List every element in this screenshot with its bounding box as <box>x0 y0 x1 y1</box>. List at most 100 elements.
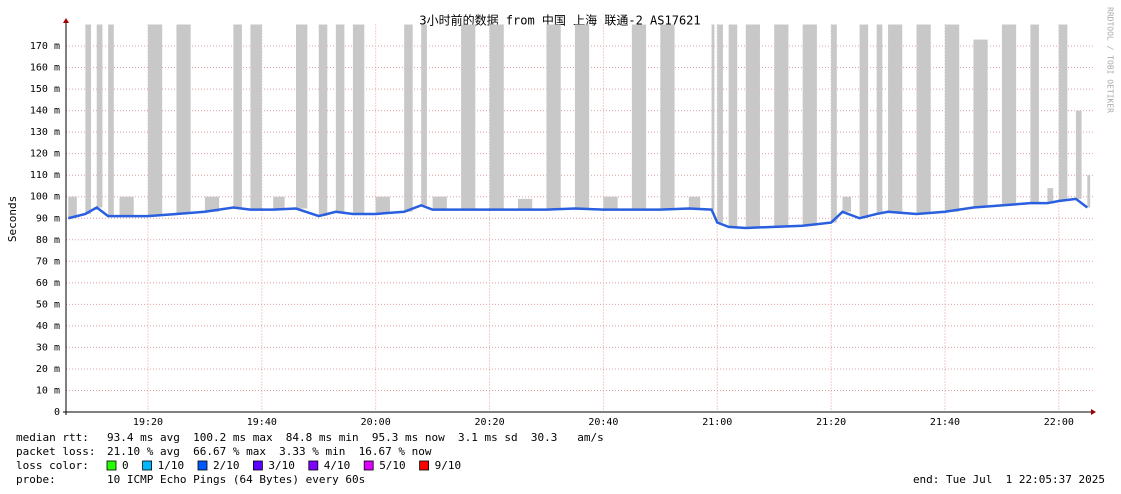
y-tick-label: 10 m <box>36 385 60 396</box>
smoke-bar <box>603 196 618 210</box>
smoke-bar <box>876 24 883 214</box>
smoke-bar <box>1058 24 1068 202</box>
smoke-bar <box>250 24 262 210</box>
smoke-bar <box>688 196 701 209</box>
y-tick-label: 160 m <box>30 63 60 74</box>
smoke-bar <box>973 39 988 208</box>
smoke-bar <box>774 24 789 227</box>
smoke-bar <box>717 24 723 223</box>
smoke-bar <box>432 196 447 210</box>
y-tick-label: 110 m <box>30 170 60 181</box>
smoke-bar <box>204 196 220 212</box>
x-tick-label: 21:40 <box>930 417 960 428</box>
x-tick-label: 20:40 <box>588 417 618 428</box>
smoke-bar <box>375 196 390 214</box>
smoke-bar <box>295 24 308 209</box>
loss-swatch-label: 9/10 <box>435 459 462 472</box>
smoke-bar <box>574 24 590 209</box>
y-tick-label: 140 m <box>30 106 60 117</box>
smoke-bar <box>273 196 285 210</box>
smoke-bar <box>119 196 134 217</box>
smoke-bar <box>461 24 476 210</box>
x-arrow <box>1091 409 1096 415</box>
loss-swatch-label: 5/10 <box>379 459 406 472</box>
y-tick-label: 70 m <box>36 256 60 267</box>
y-arrow <box>63 18 69 23</box>
x-tick-label: 19:40 <box>247 417 277 428</box>
loss-swatch-label: 3/10 <box>268 459 295 472</box>
stat-text: 21.10 % avg 66.67 % max 3.33 % min 16.67… <box>107 445 432 458</box>
y-tick-label: 150 m <box>30 84 60 95</box>
smoke-bar <box>1030 24 1039 204</box>
loss-label: loss color: <box>16 459 89 472</box>
smoke-bar <box>404 24 413 212</box>
y-tick-label: 60 m <box>36 278 60 289</box>
smoke-bar <box>831 24 837 223</box>
smoke-bar <box>489 24 504 210</box>
chart-title: 3小时前的数据 from 中国 上海 联通-2 AS17621 <box>419 13 700 28</box>
smoke-bar <box>335 24 345 212</box>
smoke-bar <box>1047 188 1054 204</box>
smoke-bar <box>85 24 92 214</box>
stat-label: packet loss: <box>16 445 95 458</box>
loss-swatch <box>419 460 430 471</box>
smoke-bar <box>711 24 715 210</box>
loss-swatch <box>106 460 117 471</box>
smoke-bar <box>859 24 869 219</box>
stat-text: 93.4 ms avg 100.2 ms max 84.8 ms min 95.… <box>107 431 604 444</box>
median-line <box>67 197 1089 230</box>
smoke-bar <box>631 24 647 210</box>
y-tick-label: 170 m <box>30 41 60 52</box>
end-time: end: Tue Jul 1 22:05:37 2025 <box>913 473 1105 486</box>
probe-label: probe: <box>16 473 56 486</box>
smoke-bar <box>842 196 852 212</box>
smoke-bar <box>68 196 77 219</box>
x-tick-label: 20:20 <box>474 417 504 428</box>
smoke-bar <box>802 24 817 226</box>
loss-swatch <box>197 460 208 471</box>
y-tick-label: 80 m <box>36 235 60 246</box>
smoke-bar <box>352 24 365 214</box>
smoke-bar <box>176 24 191 214</box>
loss-swatch-label: 4/10 <box>324 459 351 472</box>
y-tick-label: 130 m <box>30 127 60 138</box>
smoke-bar <box>96 24 103 208</box>
smoke-bar <box>318 24 328 217</box>
loss-swatch <box>252 460 263 471</box>
loss-swatch <box>363 460 374 471</box>
smoke-bar <box>1075 110 1082 199</box>
y-axis-label: Seconds <box>6 196 19 242</box>
loss-swatch <box>142 460 153 471</box>
smoke-bar <box>944 24 960 212</box>
y-tick-label: 20 m <box>36 364 60 375</box>
probe-text: 10 ICMP Echo Pings (64 Bytes) every 60s <box>107 473 365 486</box>
watermark: RRDTOOL / TOBI OETIKER <box>1106 7 1115 113</box>
loss-swatch <box>308 460 319 471</box>
x-tick-label: 21:20 <box>816 417 846 428</box>
y-tick-label: 0 <box>54 407 60 418</box>
x-tick-label: 21:00 <box>702 417 732 428</box>
smoke-bar <box>233 24 242 208</box>
y-tick-label: 40 m <box>36 321 60 332</box>
stat-label: median rtt: <box>16 431 89 444</box>
smoke-bar <box>421 24 427 206</box>
y-tick-label: 100 m <box>30 192 60 203</box>
smoke-bar <box>728 24 738 227</box>
y-tick-label: 30 m <box>36 342 60 353</box>
smoke-bar <box>888 24 903 212</box>
smoke-bar <box>518 198 533 210</box>
smoke-bar <box>660 24 675 210</box>
loss-swatch-label: 2/10 <box>213 459 240 472</box>
smoke-bar <box>546 24 561 210</box>
smoke-bar <box>108 24 114 217</box>
smoke-bar <box>147 24 163 217</box>
x-tick-label: 19:20 <box>133 417 163 428</box>
loss-swatch-label: 0 <box>122 459 129 472</box>
smoke-bar <box>745 24 760 228</box>
smoke-bar <box>1001 24 1017 206</box>
y-tick-label: 50 m <box>36 299 60 310</box>
x-tick-label: 22:00 <box>1044 417 1074 428</box>
smoke-bar <box>916 24 931 214</box>
x-tick-label: 20:00 <box>361 417 391 428</box>
